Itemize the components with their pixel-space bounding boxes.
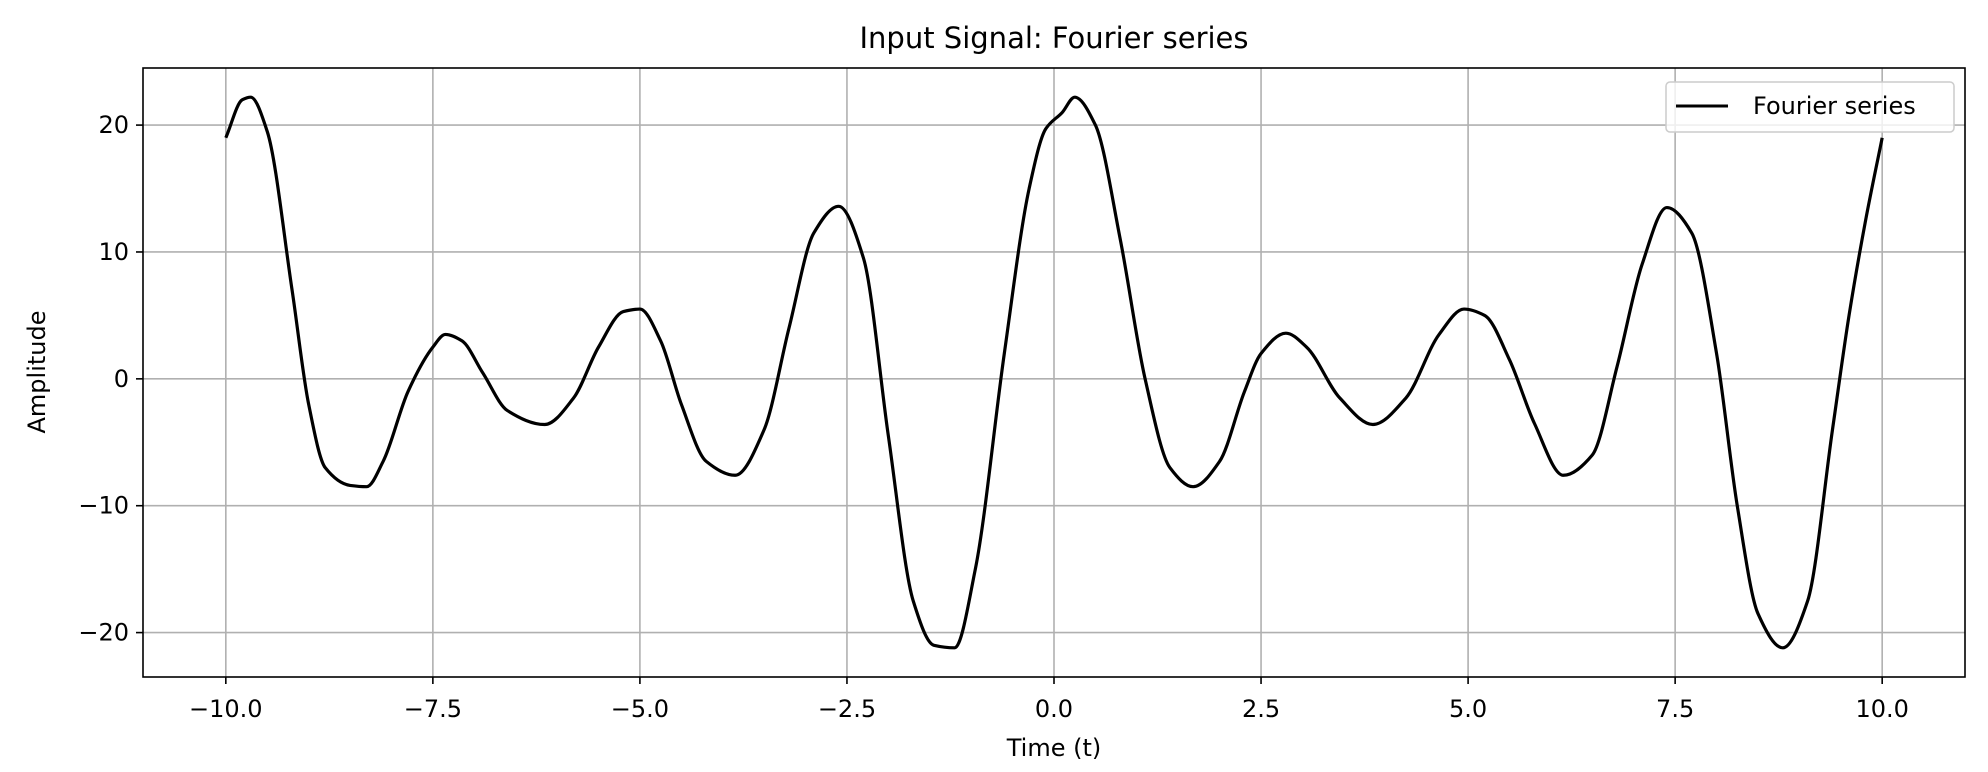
y-tick-label: 10 [98, 238, 129, 266]
y-axis-ticks: −20 −10 0 10 20 [78, 111, 143, 647]
x-axis-label: Time (t) [1006, 734, 1102, 762]
x-tick-label: 2.5 [1242, 695, 1280, 723]
series-line-0 [224, 95, 1884, 650]
chart-title: Input Signal: Fourier series [860, 21, 1249, 55]
x-tick-label: 5.0 [1449, 695, 1487, 723]
series-layer [224, 95, 1884, 650]
x-tick-label: −2.5 [818, 695, 876, 723]
legend-label-fourier-series: Fourier series [1753, 92, 1916, 120]
y-tick-label: 20 [98, 111, 129, 139]
x-tick-label: −7.5 [404, 695, 462, 723]
x-axis-ticks: −10.0 −7.5 −5.0 −2.5 0.0 2.5 5.0 7.5 10.0 [189, 677, 1909, 723]
x-tick-label: 7.5 [1656, 695, 1694, 723]
y-tick-label: −10 [78, 492, 129, 520]
grid-lines [143, 68, 1965, 677]
x-tick-label: −10.0 [189, 695, 263, 723]
legend: Fourier series [1665, 81, 1955, 133]
legend-box [1665, 81, 1955, 133]
x-tick-label: 0.0 [1035, 695, 1073, 723]
x-tick-label: 10.0 [1855, 695, 1908, 723]
y-tick-label: −20 [78, 619, 129, 647]
y-tick-label: 0 [114, 365, 129, 393]
x-tick-label: −5.0 [611, 695, 669, 723]
y-axis-label: Amplitude [23, 311, 51, 434]
